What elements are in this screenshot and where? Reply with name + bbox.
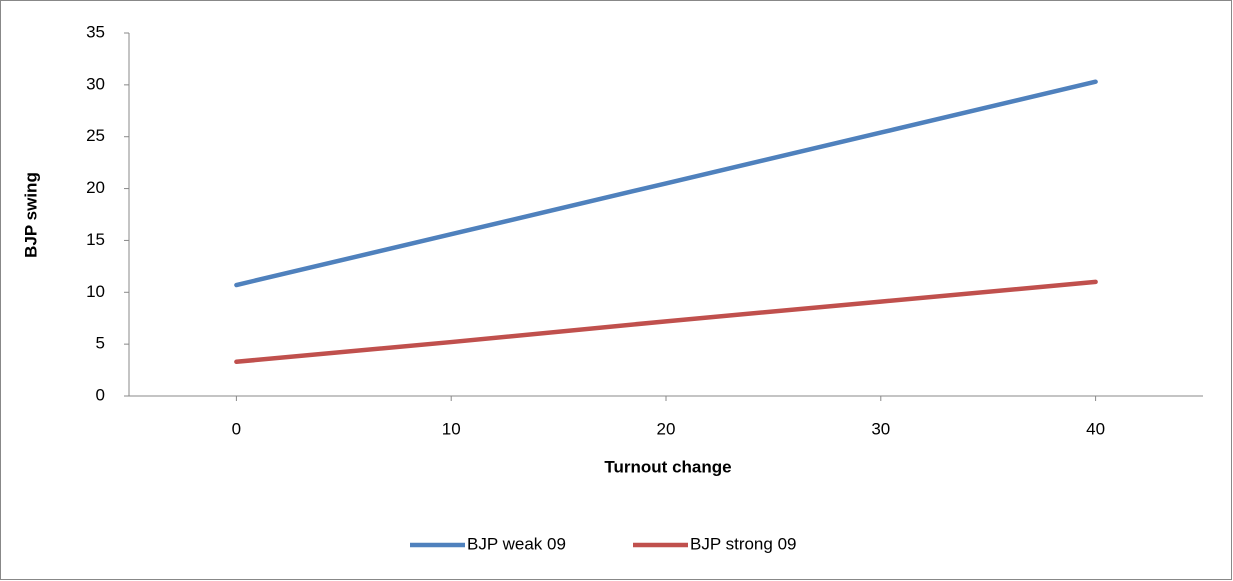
series-line	[234, 79, 1098, 288]
x-tick-label: 10	[442, 419, 461, 438]
y-tick-label: 0	[96, 385, 105, 404]
y-tick-label: 35	[86, 22, 105, 41]
x-tick-label: 30	[871, 419, 890, 438]
legend-label: BJP weak 09	[467, 534, 566, 553]
x-axis-title: Turnout change	[604, 457, 731, 476]
y-tick-label: 5	[96, 334, 105, 353]
x-tick-label: 40	[1086, 419, 1105, 438]
y-tick-label: 10	[86, 282, 105, 301]
y-tick-label: 20	[86, 178, 105, 197]
legend-label: BJP strong 09	[690, 534, 796, 553]
x-tick-label: 0	[232, 419, 241, 438]
y-tick-label: 30	[86, 74, 105, 93]
y-axis-title: BJP swing	[21, 172, 40, 258]
series-line	[234, 279, 1098, 365]
y-tick-label: 15	[86, 230, 105, 249]
x-tick-label: 20	[657, 419, 676, 438]
y-tick-label: 25	[86, 126, 105, 145]
